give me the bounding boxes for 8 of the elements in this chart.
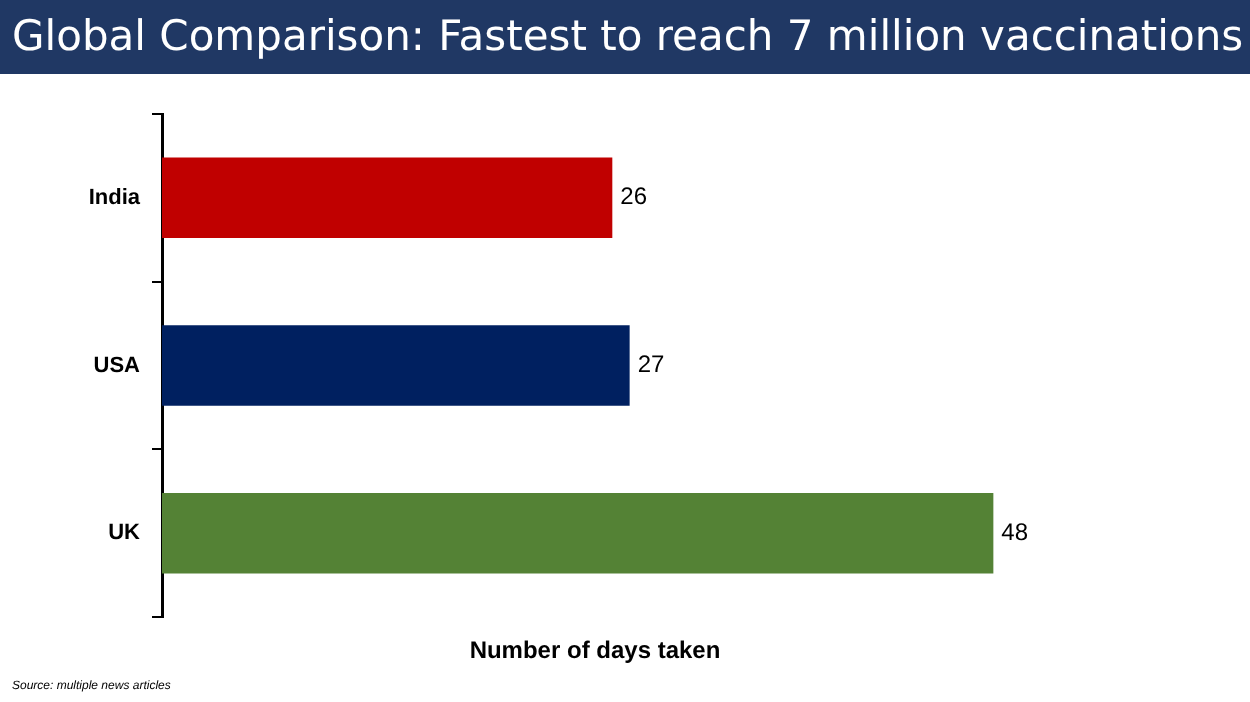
data-label: 48 [1001,517,1029,546]
y-tick-label: India [88,185,142,210]
y-tick-label: UK [108,521,141,546]
x-axis-title: Number of days taken [469,636,721,665]
data-label: 26 [620,182,648,211]
data-label: 27 [637,350,665,379]
chart-title: Global Comparison: Fastest to reach 7 million vaccinations [0,0,1250,74]
y-tick-label: USA [93,353,141,378]
